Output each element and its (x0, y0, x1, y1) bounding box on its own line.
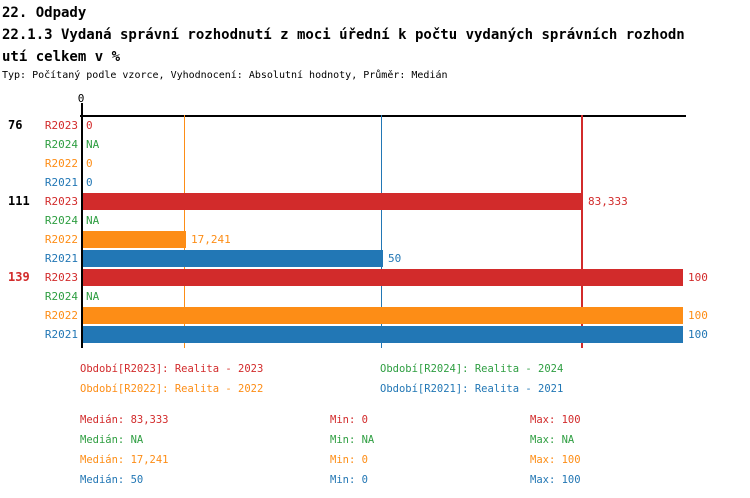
chart-row: R2021 100 (0, 325, 750, 344)
chart-subtitle: Typ: Počítaný podle vzorce, Vyhodnocení:… (2, 70, 448, 81)
chart-row: 139 R2023 100 (0, 268, 750, 287)
stat-min: Min: 0 (330, 454, 368, 466)
chart-row: R2022 100 (0, 306, 750, 325)
chart-row: R2022 0 (0, 154, 750, 173)
bar-R2022 (83, 231, 186, 248)
chart-row: R2024 NA (0, 211, 750, 230)
section-title: 22. Odpady (2, 5, 87, 21)
series-label: R2021 (44, 176, 78, 189)
chart-title-line1: 22.1.3 Vydaná správní rozhodnutí z moci … (2, 27, 685, 43)
chart-row: 76 R2023 0 (0, 116, 750, 135)
chart-row: R2021 50 (0, 249, 750, 268)
bar-value-label: 0 (86, 119, 93, 132)
bar-R2021 (83, 250, 383, 267)
chart-row: R2022 17,241 (0, 230, 750, 249)
legend-item-r2023: Období[R2023]: Realita - 2023 (80, 363, 264, 375)
series-label: R2021 (44, 328, 78, 341)
x-axis-line (80, 115, 686, 117)
stat-median: Medián: 17,241 (80, 454, 169, 466)
series-label: R2024 (44, 138, 78, 151)
series-label: R2023 (44, 195, 78, 208)
chart-row: R2024 NA (0, 135, 750, 154)
bar-value-label: 100 (688, 309, 708, 322)
chart-row: R2021 0 (0, 173, 750, 192)
group-count-label: 76 (8, 118, 23, 132)
bar-value-label: NA (86, 290, 100, 303)
series-label: R2024 (44, 214, 78, 227)
y-axis-line (81, 103, 83, 348)
bar-value-label: NA (86, 214, 100, 227)
stat-min: Min: 0 (330, 474, 368, 486)
bar-value-label: 100 (688, 271, 708, 284)
legend-item-r2022: Období[R2022]: Realita - 2022 (80, 383, 264, 395)
stat-max: Max: 100 (530, 414, 581, 426)
bar-R2021 (83, 326, 683, 343)
bar-value-label: 50 (388, 252, 402, 265)
group-count-label: 111 (8, 194, 30, 208)
series-label: R2021 (44, 252, 78, 265)
chart-row: R2024 NA (0, 287, 750, 306)
legend-item-r2021: Období[R2021]: Realita - 2021 (380, 383, 564, 395)
chart-title-line2: utí celkem v % (2, 49, 121, 65)
stat-max: Max: 100 (530, 474, 581, 486)
chart-row: 111 R2023 83,333 (0, 192, 750, 211)
stat-median: Medián: NA (80, 434, 144, 446)
stat-median: Medián: 50 (80, 474, 144, 486)
bar-value-label: 0 (86, 157, 93, 170)
bar-R2023 (83, 269, 683, 286)
stat-max: Max: 100 (530, 454, 581, 466)
bar-chart: 76 R2023 0 R2024 NA R2022 0 R2021 0 111 R2023 83,33… (0, 116, 750, 344)
bar-value-label: 100 (688, 328, 708, 341)
stat-max: Max: NA (530, 434, 575, 446)
stat-min: Min: NA (330, 434, 375, 446)
bar-R2023 (83, 193, 583, 210)
bar-value-label: 83,333 (588, 195, 628, 208)
stat-median: Medián: 83,333 (80, 414, 169, 426)
bar-value-label: 0 (86, 176, 93, 189)
stat-min: Min: 0 (330, 414, 368, 426)
group-count-label: 139 (8, 270, 30, 284)
legend-item-r2024: Období[R2024]: Realita - 2024 (380, 363, 564, 375)
series-label: R2022 (44, 233, 78, 246)
axis-tick-label-zero: 0 (77, 92, 85, 105)
bar-value-label: NA (86, 138, 100, 151)
bar-R2022 (83, 307, 683, 324)
bar-value-label: 17,241 (191, 233, 231, 246)
series-label: R2022 (44, 157, 78, 170)
series-label: R2023 (44, 119, 78, 132)
series-label: R2024 (44, 290, 78, 303)
series-label: R2022 (44, 309, 78, 322)
series-label: R2023 (44, 271, 78, 284)
